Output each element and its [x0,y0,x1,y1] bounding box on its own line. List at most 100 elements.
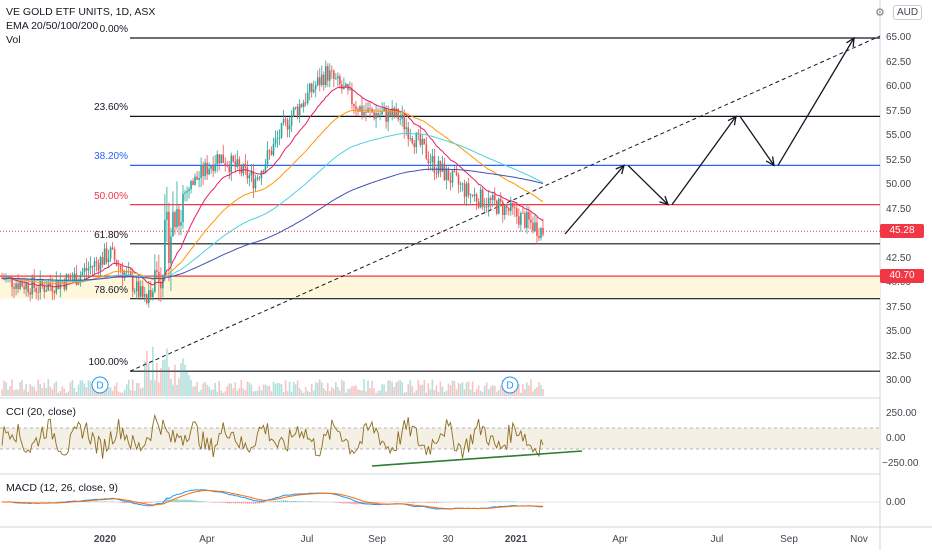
volume-bar-163 [329,391,331,396]
price-tick-2: 60.00 [886,81,911,92]
volume-bar-162 [327,383,329,396]
candle-body-233 [470,195,472,196]
candle-body-173 [349,89,351,90]
macd-hist-101 [204,501,205,502]
candle-body-230 [464,184,466,197]
volume-bar-263 [530,379,532,396]
volume-bar-140 [283,392,285,396]
currency-badge[interactable]: AUD [893,5,922,20]
volume-bar-228 [460,384,462,396]
volume-bar-190 [383,384,385,396]
volume-bar-202 [407,384,409,396]
volume-bar-18 [37,379,39,396]
macd-hist-142 [287,501,288,502]
volume-bar-123 [249,382,251,396]
candle-body-153 [309,84,311,93]
volume-bar-104 [210,390,212,396]
candle-body-82 [166,212,168,220]
candle-body-129 [261,171,263,178]
volume-bar-201 [405,392,407,396]
candle-body-166 [335,78,337,79]
candle-body-51 [104,248,106,264]
volume-bar-80 [162,360,164,396]
projection-arrow-2 [672,116,736,204]
macd-hist-125 [253,502,254,504]
candle-body-23 [47,283,49,290]
volume-bar-101 [204,382,206,396]
candle-body-77 [156,270,158,272]
volume-bar-180 [363,379,365,396]
x-tick-5: 2021 [496,534,536,545]
volume-bar-96 [194,386,196,396]
volume-bar-187 [377,391,379,396]
volume-bar-116 [234,382,236,396]
volume-bar-211 [426,393,428,396]
volume-bar-55 [112,391,114,396]
volume-bar-89 [180,363,182,396]
candle-body-227 [458,175,460,184]
candle-body-134 [271,151,273,155]
candle-body-198 [399,119,401,120]
volume-bar-112 [226,386,228,396]
macd-label: MACD (12, 26, close, 9) [6,482,118,494]
candle-body-165 [333,71,335,79]
macd-hist-88 [178,500,179,502]
macd-hist-135 [273,501,274,502]
candle-body-261 [526,212,528,228]
macd-hist-208 [420,502,421,503]
candle-body-252 [508,208,510,211]
price-tick-1: 62.50 [886,57,911,68]
macd-hist-166 [335,502,336,503]
volume-bar-235 [474,392,476,396]
macd-hist-253 [510,501,511,502]
macd-hist-92 [186,500,187,502]
candle-body-163 [329,70,331,80]
macd-hist-216 [436,502,437,503]
macd-hist-248 [500,501,501,502]
settings-icon[interactable]: ⚙ [875,6,885,19]
volume-bar-205 [413,393,415,396]
macd-hist-75 [152,502,153,503]
macd-hist-202 [408,502,409,503]
last-price-tag: 45.28 [880,224,924,238]
candle-body-155 [313,89,315,92]
candle-body-85 [172,212,174,236]
price-tick-8: 42.50 [886,253,911,264]
volume-bar-178 [359,390,361,396]
macd-hist-205 [414,502,415,503]
volume-bar-217 [438,392,440,396]
volume-bar-76 [154,380,156,396]
candle-body-253 [510,203,512,211]
macd-hist-136 [275,501,276,502]
macd-hist-91 [184,500,185,502]
volume-bar-155 [313,390,315,396]
volume-bar-125 [253,391,255,396]
volume-bar-130 [263,385,265,396]
volume-bar-185 [373,388,375,396]
chart-title: VE GOLD ETF UNITS, 1D, ASX [6,6,155,18]
volume-bar-142 [287,391,289,396]
candle-body-234 [472,195,474,196]
macd-hist-47 [96,501,97,502]
volume-bar-113 [228,383,230,396]
candle-body-122 [247,167,249,178]
macd-hist-206 [416,502,417,503]
volume-bar-135 [273,382,275,396]
candle-body-57 [116,260,118,266]
candle-body-211 [426,144,428,159]
volume-bar-161 [325,391,327,396]
volume-bar-88 [178,378,180,396]
candle-body-43 [88,268,90,270]
candle-body-36 [74,274,76,280]
volume-bar-87 [176,385,178,396]
volume-bar-158 [319,379,321,396]
macd-hist-124 [251,502,252,504]
volume-bar-8 [17,390,19,396]
macd-hist-146 [295,501,296,502]
volume-bar-237 [478,386,480,396]
macd-hist-167 [337,502,338,503]
candle-body-90 [182,194,184,222]
candle-body-71 [144,294,146,297]
candle-body-88 [178,209,180,226]
